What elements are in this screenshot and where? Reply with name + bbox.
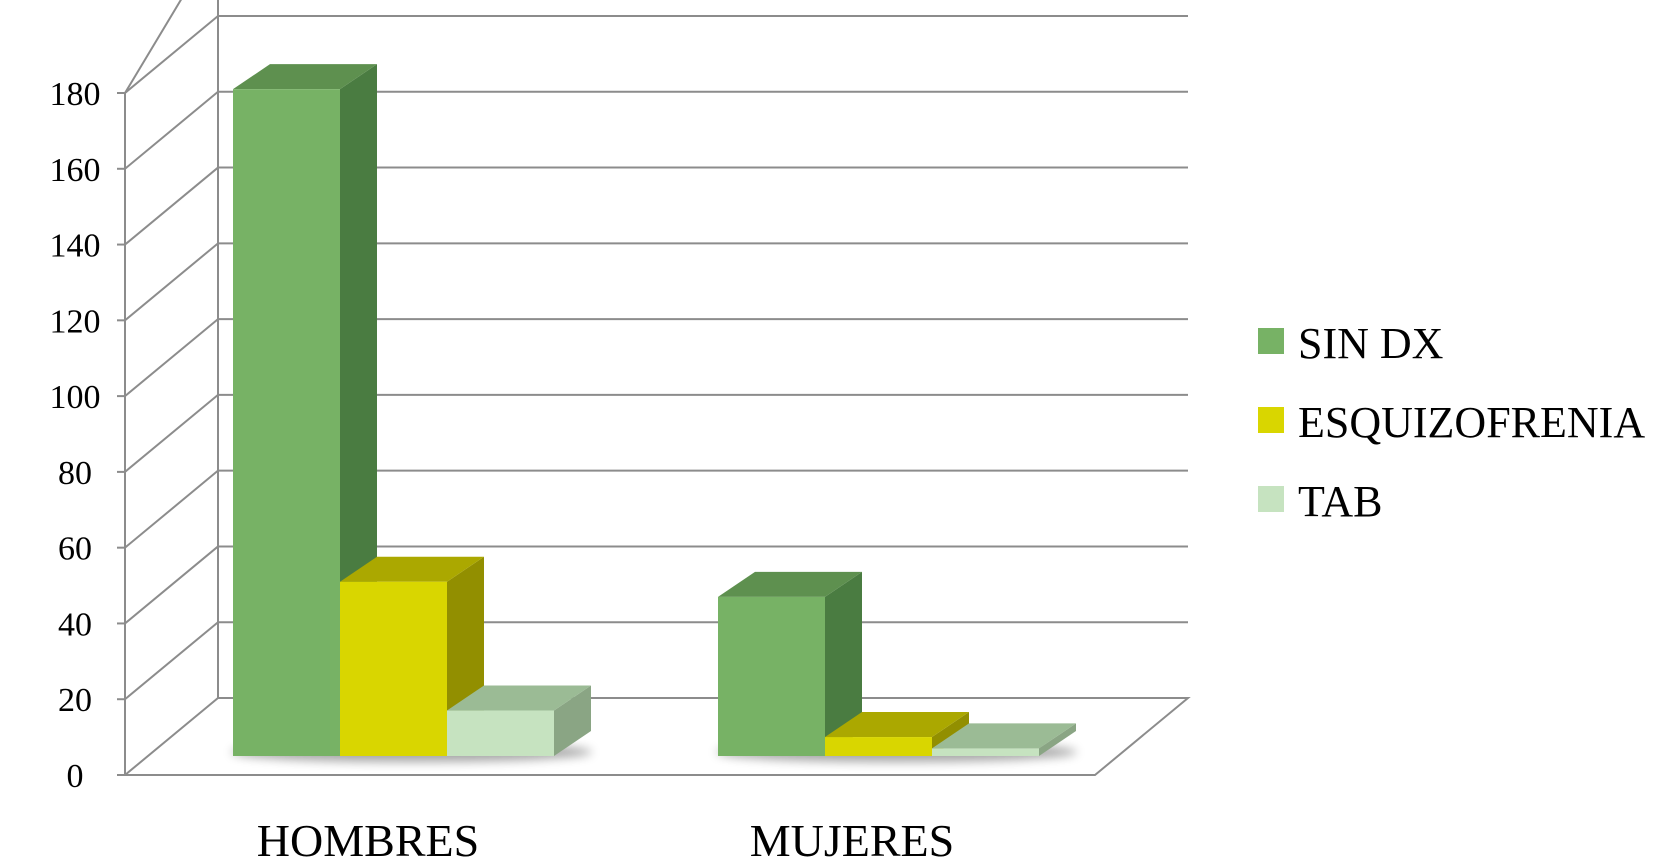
side-wall-top-edge [124, 0, 182, 94]
bar-side-face [1039, 723, 1076, 756]
y-tick-label: 120 [50, 303, 101, 340]
bar-top-face [340, 556, 484, 582]
bar [447, 685, 591, 756]
x-axis-category-labels: HOMBRES MUJERES [257, 815, 954, 864]
side-wall-gridline [124, 318, 219, 397]
bar-side-face [825, 571, 862, 756]
bar-top-face [233, 64, 377, 90]
bar [718, 571, 862, 756]
y-tick-label: 160 [50, 152, 101, 189]
legend-item: SIN DX [1258, 319, 1443, 368]
legend-swatch [1258, 328, 1284, 354]
bar-front-face [233, 89, 340, 756]
legend-swatch [1258, 407, 1284, 433]
legend-label: SIN DX [1298, 319, 1443, 368]
x-tick-label: HOMBRES [257, 815, 479, 864]
y-tick-label: 40 [58, 606, 92, 643]
side-wall-gridline [124, 242, 219, 322]
bar-top-face [825, 712, 969, 738]
side-wall-gridline [124, 545, 219, 625]
x-tick-label: MUJERES [750, 815, 954, 864]
legend-label: ESQUIZOFRENIA [1298, 398, 1645, 447]
bar-top-face [932, 723, 1076, 749]
bar-front-face [447, 710, 554, 756]
side-wall-gridline [124, 15, 219, 94]
legend-item: TAB [1258, 477, 1382, 526]
legend-swatch [1258, 486, 1284, 512]
floor [122, 697, 1191, 776]
y-tick-label: 0 [67, 758, 84, 795]
y-tick-label: 60 [58, 531, 92, 568]
y-tick-label: 140 [50, 228, 101, 265]
bar-front-face [825, 737, 932, 756]
axis-walls [122, 0, 1191, 776]
legend-item: ESQUIZOFRENIA [1258, 398, 1645, 447]
bars [233, 64, 1076, 756]
legend: SIN DX ESQUIZOFRENIA TAB [1258, 319, 1645, 526]
y-axis-tick-labels: 0 20 40 60 80 100 120 140 160 180 [50, 76, 101, 795]
bar-front-face [932, 748, 1039, 756]
bar-front-face [340, 581, 447, 756]
side-wall-gridline [124, 621, 219, 700]
bar-side-face [554, 685, 591, 756]
side-wall-gridline [124, 469, 219, 549]
gridlines [117, 15, 1188, 776]
legend-label: TAB [1298, 477, 1382, 526]
bar-top-face [447, 685, 591, 711]
bar-top-face [718, 571, 862, 597]
y-tick-label: 80 [58, 455, 92, 492]
bar-front-face [718, 596, 825, 756]
side-wall-gridline [124, 394, 219, 473]
side-wall-gridline [124, 166, 219, 246]
bar [932, 723, 1076, 756]
y-tick-label: 180 [50, 76, 101, 113]
y-tick-label: 20 [58, 682, 92, 719]
side-wall-gridline [124, 91, 219, 170]
y-tick-label: 100 [50, 379, 101, 416]
